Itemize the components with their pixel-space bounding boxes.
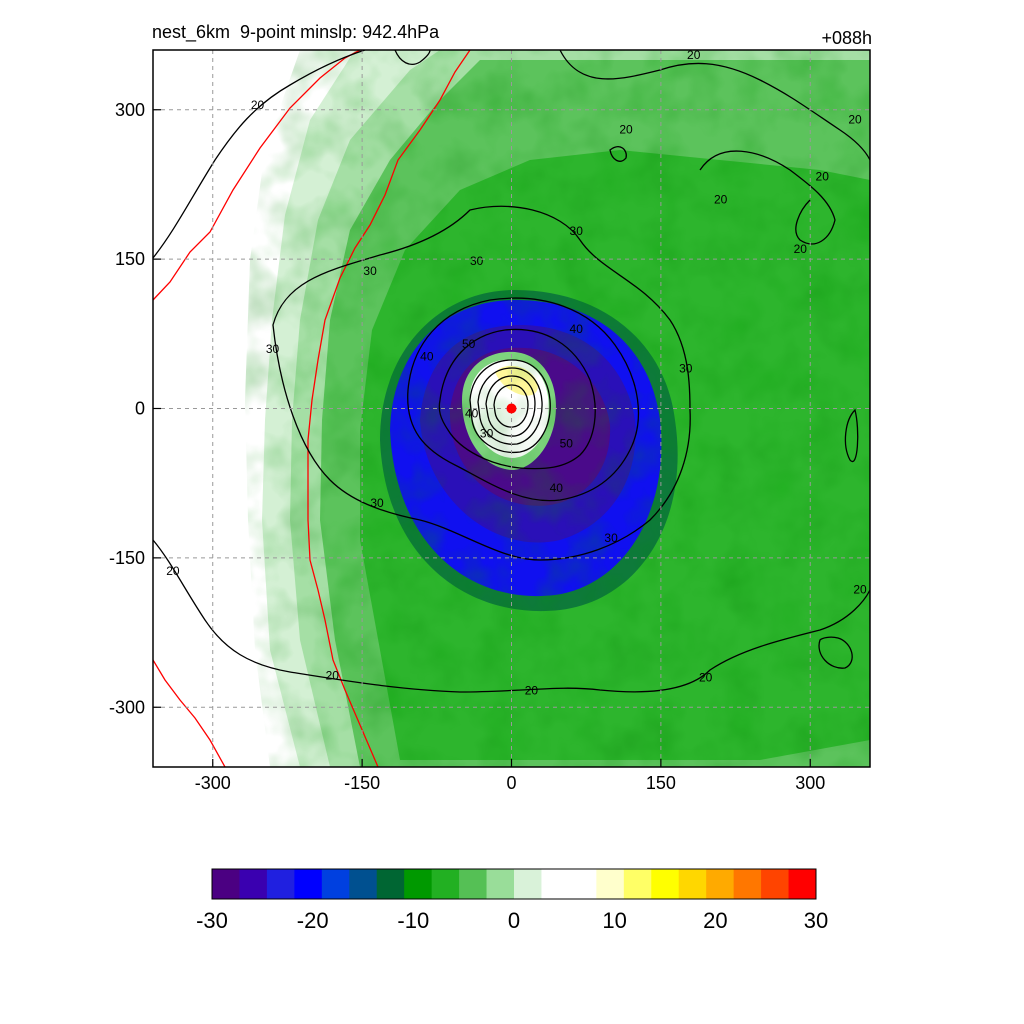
colorbar-swatch [733, 869, 762, 899]
contour-eye-4 [493, 384, 529, 428]
chart-title: nest_6km 9-point minslp: 942.4hPa [152, 22, 440, 42]
y-axis: -300 -150 0 150 300 [109, 100, 161, 717]
colorbar-swatch [761, 869, 790, 899]
colorbar-swatch [376, 869, 405, 899]
contour-labels: 2020202020202030303030304040505040403030… [166, 48, 867, 697]
colorbar-swatch [623, 869, 652, 899]
y-tick-label: -150 [109, 548, 145, 568]
contour-label: 30 [470, 254, 484, 268]
colorbar-swatch [404, 869, 433, 899]
colorbar-swatch [321, 869, 350, 899]
y-tick-label: 0 [135, 399, 145, 419]
contour-label: 50 [462, 337, 476, 351]
contour-label: 20 [848, 113, 862, 127]
colorbar-swatch [294, 869, 323, 899]
y-tick-label: 150 [115, 249, 145, 269]
x-tick-label: 150 [646, 773, 676, 793]
contour-label: 30 [679, 362, 693, 376]
contour-eye-2 [477, 367, 543, 445]
contour-20-ne2 [699, 150, 836, 245]
colorbar-swatch [596, 869, 625, 899]
contour-label: 40 [420, 350, 434, 364]
contour-label: 30 [570, 224, 584, 238]
colorbar-swatch [486, 869, 515, 899]
contour-50-ring [438, 328, 596, 470]
colorbar-swatch [349, 869, 378, 899]
colorbar-ticks: -30 -20 -10 0 10 20 30 [196, 908, 828, 933]
colorbar-swatch [651, 869, 680, 899]
colorbar-swatch [459, 869, 488, 899]
contour-eye-1 [469, 359, 551, 454]
colorbar-swatch [788, 869, 817, 899]
contour-label: 20 [166, 564, 180, 578]
x-tick-label: -150 [344, 773, 380, 793]
contour-label: 20 [816, 169, 830, 183]
x-tick-label: 0 [506, 773, 516, 793]
colorbar-frame [211, 868, 817, 900]
contour-label: 40 [465, 406, 479, 420]
contour-label: 20 [714, 192, 728, 206]
contour-label: 30 [370, 496, 384, 510]
contour-label: 20 [619, 123, 633, 137]
colorbar-tick-label: -20 [297, 908, 329, 933]
x-tick-label: -300 [195, 773, 231, 793]
contour-label: 40 [550, 481, 564, 495]
y-tick-label: 300 [115, 100, 145, 120]
contour-label: 20 [687, 48, 701, 62]
contour-label: 20 [853, 583, 867, 597]
colorbar-swatch [431, 869, 460, 899]
colorbar-tick-label: 20 [703, 908, 727, 933]
contour-label: 30 [363, 264, 377, 278]
contour-label: 20 [699, 670, 713, 684]
colorbar-swatch [568, 869, 597, 899]
wind-field-heatmap [153, 50, 870, 767]
contour-20-east [844, 408, 859, 463]
colorbar-tick-label: 0 [508, 908, 520, 933]
colorbar [211, 868, 817, 900]
contour-20-nw [153, 50, 366, 259]
colorbar-tick-label: -10 [397, 908, 429, 933]
contour-label: 20 [794, 242, 808, 256]
colorbar-swatch [514, 869, 542, 899]
contour-lines [153, 50, 870, 693]
colorbar-swatch [266, 869, 295, 899]
contour-20-top [394, 50, 431, 65]
colorbar-swatch [212, 869, 240, 899]
contour-label: 30 [266, 342, 280, 356]
colorbar-swatch [541, 869, 570, 899]
contour-20-se [818, 636, 853, 669]
contour-20-top2 [609, 146, 627, 162]
contour-label: 50 [560, 436, 574, 450]
contour-label: 20 [326, 668, 340, 682]
contour-40-ring [407, 297, 640, 502]
x-tick-label: 300 [795, 773, 825, 793]
contour-label: 30 [604, 531, 618, 545]
colorbar-tick-label: -30 [196, 908, 228, 933]
contour-label: 40 [570, 322, 584, 336]
colorbar-swatch [706, 869, 735, 899]
contour-20-south [153, 539, 870, 693]
contour-eye-3 [485, 375, 536, 437]
colorbar-swatch [239, 869, 268, 899]
forecast-hour-label: +088h [821, 28, 872, 48]
contour-30-ring [272, 205, 691, 561]
colorbar-swatch [678, 869, 707, 899]
y-tick-label: -300 [109, 697, 145, 717]
contour-20-ne [559, 50, 870, 161]
contour-label: 20 [525, 683, 539, 697]
contour-label: 20 [251, 98, 265, 112]
colorbar-tick-label: 10 [602, 908, 626, 933]
contour-label: 30 [480, 426, 494, 440]
colorbar-tick-label: 30 [804, 908, 828, 933]
coastline [153, 50, 471, 767]
x-axis: -300 -150 0 150 300 [195, 759, 825, 793]
storm-center-marker [506, 403, 517, 414]
